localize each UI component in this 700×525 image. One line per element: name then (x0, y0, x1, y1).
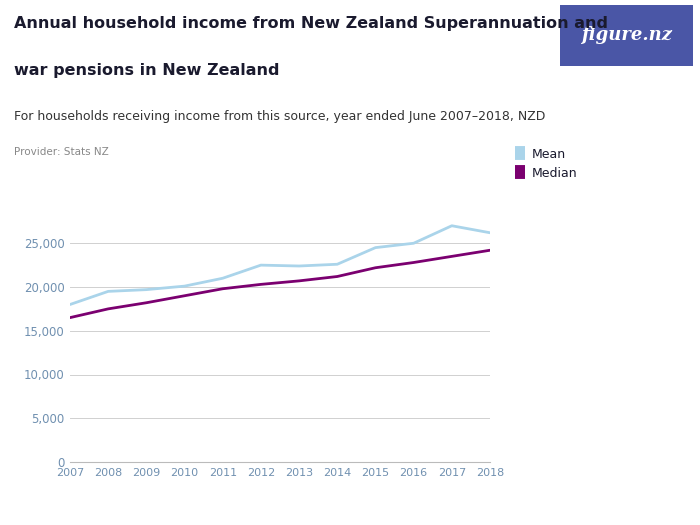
Text: war pensions in New Zealand: war pensions in New Zealand (14, 63, 279, 78)
Legend: Mean, Median: Mean, Median (510, 143, 582, 185)
Text: For households receiving income from this source, year ended June 2007–2018, NZD: For households receiving income from thi… (14, 110, 545, 123)
Text: figure.nz: figure.nz (581, 26, 672, 45)
Text: Provider: Stats NZ: Provider: Stats NZ (14, 147, 108, 157)
Text: Annual household income from New Zealand Superannuation and: Annual household income from New Zealand… (14, 16, 608, 31)
